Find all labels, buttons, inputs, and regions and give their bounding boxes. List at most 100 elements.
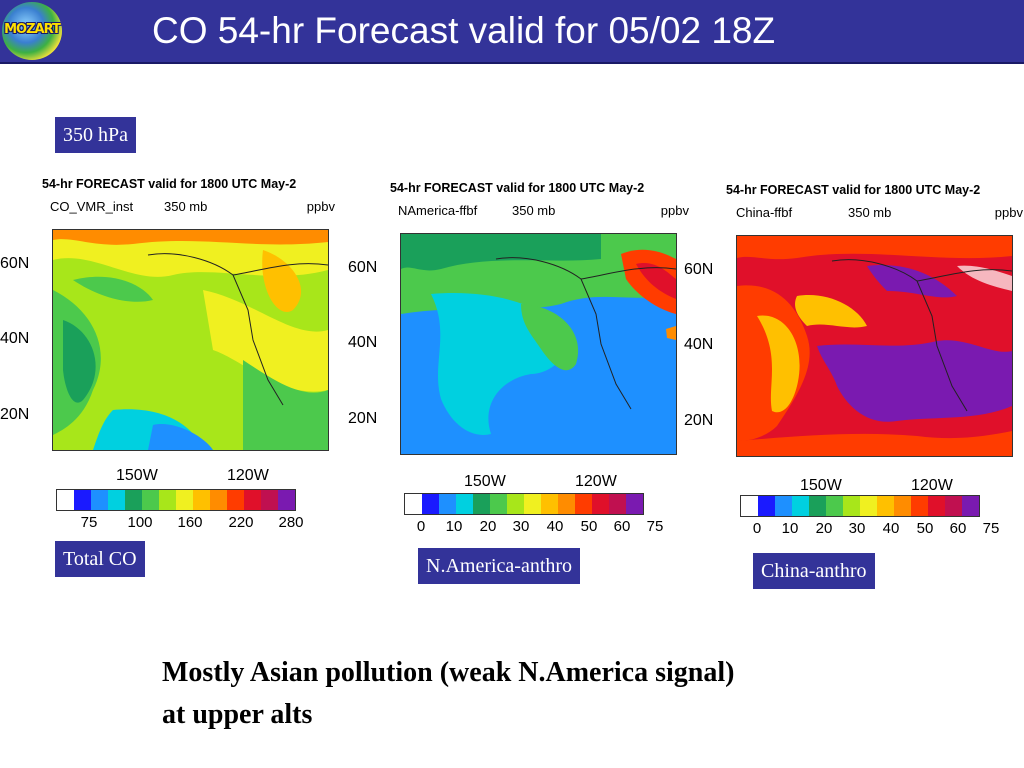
colorbar-swatch <box>74 490 91 510</box>
colorbar-swatch <box>741 496 758 516</box>
colorbar-label: 10 <box>781 520 799 537</box>
map-total-co <box>52 229 329 451</box>
panel-level: 350 mb <box>512 203 556 218</box>
colorbar-label: 75 <box>80 514 98 531</box>
lat-label-60n: 60N <box>0 255 30 272</box>
panel-level: 350 mb <box>164 199 208 214</box>
map-image <box>401 234 676 454</box>
pressure-level-label: 350 hPa <box>55 117 136 153</box>
caption-total-co: Total CO <box>55 541 145 577</box>
colorbar-swatch <box>826 496 843 516</box>
caption-line-2: at upper alts <box>162 699 313 730</box>
colorbar-swatch <box>758 496 775 516</box>
colorbar-label: 280 <box>278 514 304 531</box>
colorbar-label: 60 <box>949 520 967 537</box>
colorbar-label: 20 <box>815 520 833 537</box>
panel-title: 54-hr FORECAST valid for 1800 UTC May-2 <box>42 177 297 191</box>
colorbar-label: 50 <box>916 520 934 537</box>
colorbar-swatch <box>176 490 193 510</box>
colorbar-swatch <box>91 490 108 510</box>
panel-variable: China-ffbf <box>736 205 793 220</box>
lon-label-150w: 150W <box>116 467 158 484</box>
slide-caption: Mostly Asian pollution (weak N.America s… <box>162 652 922 736</box>
colorbar-swatch <box>261 490 278 510</box>
colorbar-swatch <box>405 494 422 514</box>
colorbar-swatch <box>877 496 894 516</box>
panel-unit: ppbv <box>660 203 689 218</box>
colorbar-swatch <box>490 494 507 514</box>
colorbar-swatch <box>541 494 558 514</box>
colorbar-swatch <box>422 494 439 514</box>
colorbar-swatch <box>439 494 456 514</box>
title-bar: MOZART CO 54-hr Forecast valid for 05/02… <box>0 0 1024 64</box>
colorbar-swatch <box>142 490 159 510</box>
colorbar-swatch <box>227 490 244 510</box>
panel-title: 54-hr FORECAST valid for 1800 UTC May-2 <box>390 181 645 195</box>
colorbar-swatch <box>792 496 809 516</box>
lon-label-150w: 150W <box>800 477 842 494</box>
caption-china-anthro: China-anthro <box>753 553 875 589</box>
lat-label-40n: 40N <box>0 330 30 347</box>
map-image <box>737 236 1012 456</box>
colorbar-swatch <box>57 490 74 510</box>
colorbar-swatch <box>244 490 261 510</box>
colorbar-label: 75 <box>982 520 1000 537</box>
colorbar-swatch <box>928 496 945 516</box>
panel-level: 350 mb <box>848 205 892 220</box>
caption-line-1: Mostly Asian pollution (weak N.America s… <box>162 657 735 688</box>
colorbar-swatch <box>843 496 860 516</box>
colorbar-label: 0 <box>752 520 762 537</box>
mozart-logo: MOZART <box>2 2 62 60</box>
colorbar-swatch <box>507 494 524 514</box>
colorbar-swatch <box>558 494 575 514</box>
colorbar-swatch <box>125 490 142 510</box>
colorbar-swatch <box>609 494 626 514</box>
colorbar-label: 220 <box>228 514 254 531</box>
colorbar-swatch <box>894 496 911 516</box>
colorbar-label: 40 <box>546 518 564 535</box>
logo-text: MOZART <box>4 22 61 37</box>
lon-label-120w: 120W <box>227 467 269 484</box>
panel-variable: CO_VMR_inst <box>50 199 134 214</box>
colorbar-swatch <box>575 494 592 514</box>
map-image <box>53 230 328 450</box>
colorbar-label: 40 <box>882 520 900 537</box>
colorbar-swatch <box>456 494 473 514</box>
colorbar-swatch <box>193 490 210 510</box>
lon-label-120w: 120W <box>911 477 953 494</box>
colorbar-swatch <box>108 490 125 510</box>
lon-label-150w: 150W <box>464 473 506 490</box>
colorbar <box>740 495 980 517</box>
colorbar <box>404 493 644 515</box>
colorbar-swatch <box>278 490 295 510</box>
colorbar-label: 10 <box>445 518 463 535</box>
panel-china-anthro: 54-hr FORECAST valid for 1800 UTC May-2 … <box>684 183 1024 543</box>
colorbar-swatch <box>210 490 227 510</box>
panel-namerica-anthro: 54-hr FORECAST valid for 1800 UTC May-2 … <box>348 181 735 541</box>
panel-variable: NAmerica-ffbf <box>398 203 478 218</box>
caption-namerica-anthro: N.America-anthro <box>418 548 581 584</box>
colorbar-label: 0 <box>416 518 426 535</box>
colorbar-label: 30 <box>848 520 866 537</box>
lat-label-60n: 60N <box>348 259 378 276</box>
colorbar-swatch <box>524 494 541 514</box>
colorbar-label: 30 <box>512 518 530 535</box>
panel-title: 54-hr FORECAST valid for 1800 UTC May-2 <box>726 183 981 197</box>
colorbar-swatch <box>626 494 643 514</box>
colorbar <box>56 489 296 511</box>
panel-total-co: 54-hr FORECAST valid for 1800 UTC May-2 … <box>0 177 387 537</box>
colorbar-swatch <box>473 494 490 514</box>
colorbar-swatch <box>809 496 826 516</box>
colorbar-swatch <box>775 496 792 516</box>
colorbar-label: 60 <box>613 518 631 535</box>
panel-unit: ppbv <box>994 205 1023 220</box>
lat-label-20n: 20N <box>348 410 378 427</box>
colorbar-swatch <box>159 490 176 510</box>
colorbar-swatch <box>860 496 877 516</box>
lat-label-60n: 60N <box>684 261 714 278</box>
lat-label-20n: 20N <box>0 406 30 423</box>
colorbar-label: 20 <box>479 518 497 535</box>
lat-label-40n: 40N <box>684 336 714 353</box>
colorbar-label: 75 <box>646 518 664 535</box>
colorbar-swatch <box>911 496 928 516</box>
